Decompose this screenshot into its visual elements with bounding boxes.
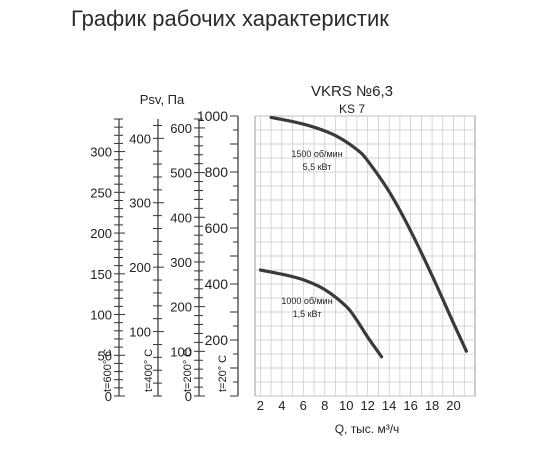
secondary-axis-tick-label: 0 [185,389,192,404]
series-annotation: 1500 об/мин [291,149,342,159]
x-axis-tick-label: 6 [300,398,307,413]
secondary-axis-tick-label: 400 [129,131,151,146]
x-axis-tick-label: 20 [446,398,460,413]
main-axis-tick-label: 800 [205,164,229,180]
y-axis-label: Psv, Па [140,92,185,107]
main-y-axis: 200 400 600 800 1000 t=20° C [197,108,239,397]
series-line [258,268,384,359]
x-axis-tick-label: 12 [360,398,374,413]
chart-subtitle: KS 7 [339,102,365,116]
secondary-axis-tick-label: 100 [170,344,192,359]
main-axis-tick-label: 1000 [197,108,228,124]
secondary-axis-tick-label: 250 [90,185,112,200]
x-axis-tick-label: 4 [278,398,285,413]
secondary-axis-tick-label: 0 [105,389,112,404]
secondary-axis-tick-label: 100 [129,325,151,340]
chart-title: VKRS №6,3 [311,83,393,100]
series-layer: 1500 об/мин 5,5 кВт 1000 об/мин 1,5 кВт [258,115,468,359]
secondary-y-axes: 0 50 100 150 200 250 300 t=600° C 100 200 300 400 t=… [90,118,205,404]
secondary-axis-tick-label: 200 [90,226,112,241]
secondary-axis-tick-label: 200 [129,260,151,275]
series-line [269,115,468,353]
secondary-axis-tick-label: 600 [170,121,192,136]
main-axis-tick-label: 200 [205,332,229,348]
secondary-axis-temperature-label: t=200° C [182,349,194,392]
secondary-axis-tick-label: 300 [170,255,192,270]
x-axis-label: Q, тыс. м³/ч [335,422,400,436]
secondary-axis-tick-label: 300 [90,145,112,160]
x-axis-tick-label: 18 [425,398,439,413]
secondary-axis-temperature-label: t=400° C [143,349,155,392]
secondary-axis-tick-label: 50 [98,348,112,363]
main-axis-temperature-label: t=20° C [217,355,229,392]
x-axis-tick-label: 10 [339,398,353,413]
x-axis-tick-label: 8 [321,398,328,413]
secondary-axis-tick-label: 500 [170,166,192,181]
secondary-axis-tick-label: 400 [170,210,192,225]
series-annotation: 5,5 кВт [303,162,332,172]
secondary-axis-tick-label: 300 [129,196,151,211]
secondary-axis-temperature-label: t=600° C [102,349,114,392]
x-axis-tick-label: 16 [403,398,417,413]
series-annotation: 1000 об/мин [281,296,332,306]
x-axis-tick-label: 14 [382,398,396,413]
page-title: График рабочих характеристик [71,6,389,31]
main-axis-tick-label: 400 [205,276,229,292]
secondary-axis-tick-label: 100 [90,308,112,323]
main-axis-tick-label: 600 [205,220,229,236]
series-annotation: 1,5 кВт [293,309,322,319]
secondary-axis-tick-label: 200 [170,300,192,315]
x-axis-tick-label: 2 [257,398,264,413]
secondary-axis-tick-label: 150 [90,267,112,282]
x-axis: 2 4 6 8 10 12 14 16 18 20 [257,398,461,413]
